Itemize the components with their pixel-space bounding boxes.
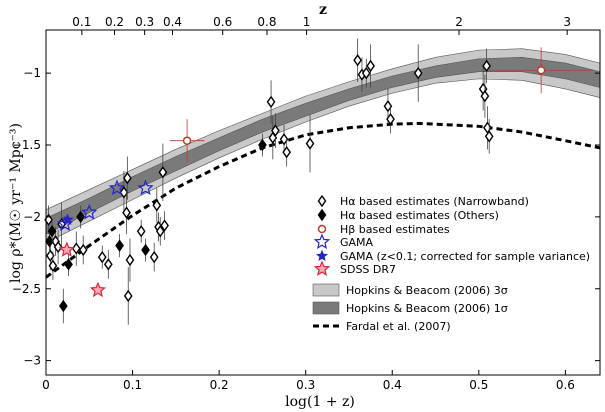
- x-tick-label: 0.5: [469, 378, 488, 392]
- open-star-point: [137, 179, 154, 196]
- legend-filled-diamond-symbol: [317, 208, 327, 222]
- red-star-point: [89, 281, 107, 298]
- open-diamond-point: [125, 253, 135, 267]
- x-tick-label: 0.6: [556, 378, 575, 392]
- top-tick-label: 1: [303, 15, 311, 29]
- fardal-curve-group: [45, 121, 601, 279]
- data-points: [44, 38, 594, 325]
- open-diamond-point: [383, 99, 393, 113]
- open-diamond-point: [305, 137, 315, 150]
- x-tick-label: 0.4: [383, 378, 402, 392]
- fardal-curve: [45, 121, 601, 279]
- legend-label: Hopkins & Beacom (2006) 1σ: [346, 302, 508, 315]
- filled-diamond-point: [141, 243, 150, 257]
- top-axis-ticks: 0.1 0.2 0.3 0.4 0.6 0.8 1 2 3: [72, 15, 571, 35]
- legend-label: GAMA: [340, 236, 374, 249]
- open-diamond-point: [71, 242, 81, 255]
- legend-open-star-symbol: [313, 233, 331, 249]
- open-diamond-point: [122, 206, 131, 219]
- open-diamond-point: [160, 219, 169, 232]
- legend-open-circle-symbol: [317, 224, 327, 234]
- filled-diamond-point: [47, 225, 57, 238]
- filled-diamond-point: [64, 258, 73, 271]
- top-tick-label: 0.1: [72, 15, 91, 29]
- open-star-point: [81, 204, 98, 220]
- open-circle-point: [536, 66, 546, 75]
- filled-diamond-point: [58, 299, 68, 313]
- x-tick-label: 0.3: [296, 378, 315, 392]
- top-axis-label: z: [319, 2, 327, 18]
- open-diamond-point: [386, 112, 395, 126]
- y-axis-ticks: −3 −2.5 −2 −1.5 −1: [12, 66, 600, 368]
- top-tick-label: 0.3: [135, 15, 154, 29]
- top-tick-label: 0.2: [105, 15, 124, 29]
- y-tick-label: −2: [23, 210, 41, 224]
- open-diamond-point: [279, 133, 289, 146]
- open-diamond-point: [103, 258, 113, 271]
- open-star-point: [108, 179, 126, 196]
- x-tick-label: 0: [42, 378, 50, 392]
- open-diamond-point: [484, 130, 494, 143]
- filled-diamond-point: [76, 210, 85, 224]
- x-tick-label: 0.2: [210, 378, 229, 392]
- legend: Hα based estimates (Narrowband)Hα based …: [312, 194, 590, 333]
- filled-star-point: [61, 213, 74, 225]
- legend-band-swatch: [312, 283, 340, 297]
- top-tick-label: 0.4: [163, 15, 182, 29]
- open-diamond-point: [282, 145, 291, 159]
- filled-diamond-point: [115, 239, 124, 252]
- open-diamond-point: [361, 66, 371, 80]
- legend-label: SDSS DR7: [340, 263, 396, 276]
- open-diamond-point: [123, 171, 132, 185]
- top-tick-label: 3: [563, 15, 571, 29]
- open-diamond-point: [271, 124, 280, 137]
- legend-filled-star-symbol: [315, 249, 329, 262]
- open-circle-point: [182, 136, 192, 145]
- open-diamond-point: [53, 240, 63, 254]
- x-axis-label: log(1 + z): [285, 394, 355, 410]
- plot-frame: [45, 29, 601, 376]
- open-diamond-point: [136, 225, 146, 238]
- legend-label: Hα based estimates (Narrowband): [340, 195, 529, 208]
- y-tick-label: −1: [23, 66, 41, 80]
- open-diamond-point: [266, 95, 276, 109]
- top-tick-label: 2: [455, 15, 463, 29]
- legend-label: Hopkins & Beacom (2006) 3σ: [346, 284, 508, 297]
- open-diamond-point: [482, 59, 491, 73]
- legend-red-star-symbol: [313, 260, 331, 276]
- open-diamond-point: [119, 186, 129, 199]
- filled-diamond-point: [258, 138, 267, 152]
- x-tick-label: 0.1: [123, 378, 142, 392]
- open-diamond-point: [366, 59, 375, 73]
- y-tick-label: −1.5: [12, 138, 41, 152]
- open-diamond-point: [78, 243, 88, 257]
- open-diamond-point: [97, 250, 107, 264]
- legend-label: Hα based estimates (Others): [340, 209, 499, 222]
- open-diamond-point: [123, 289, 133, 303]
- legend-open-diamond-symbol: [317, 194, 327, 208]
- legend-label: Fardal et al. (2007): [346, 320, 451, 333]
- open-diamond-point: [152, 199, 162, 212]
- y-tick-label: −3: [23, 354, 41, 368]
- open-diamond-point: [155, 225, 165, 238]
- open-diamond-point: [158, 166, 168, 179]
- open-diamond-point: [413, 66, 423, 80]
- open-diamond-point: [149, 250, 159, 264]
- y-tick-label: −2.5: [12, 282, 41, 296]
- top-tick-label: 0.8: [257, 15, 276, 29]
- y-axis-label: log ρ*(M☉ yr⁻¹ Mpc⁻³): [8, 123, 24, 283]
- x-axis-ticks: 0 0.1 0.2 0.3 0.4 0.5 0.6: [42, 370, 575, 392]
- top-tick-label: 0.6: [213, 15, 232, 29]
- open-diamond-point: [480, 89, 490, 103]
- red-star-point: [58, 241, 75, 257]
- legend-band-swatch: [312, 301, 340, 315]
- legend-label: Hβ based estimates: [340, 223, 450, 236]
- open-diamond-point: [48, 259, 58, 272]
- legend-label: GAMA (z<0.1; corrected for sample varian…: [340, 250, 590, 263]
- open-diamond-point: [353, 53, 362, 67]
